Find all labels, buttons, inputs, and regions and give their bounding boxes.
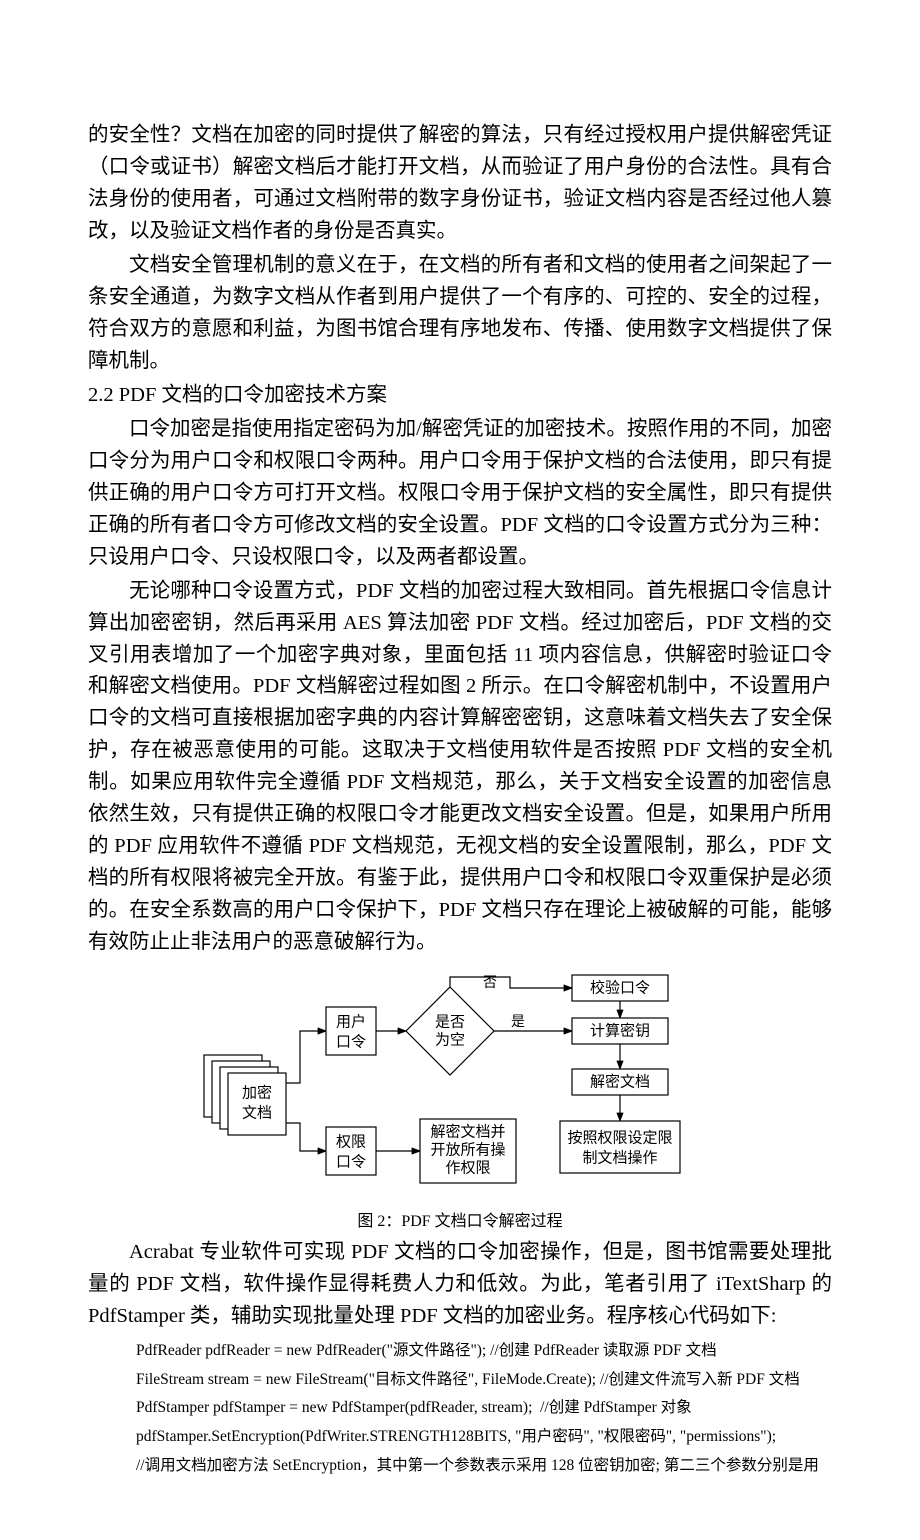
body-paragraph: 的安全性？文档在加密的同时提供了解密的算法，只有经过授权用户提供解密凭证（口令或… <box>88 120 832 248</box>
paragraph-text: 无论哪种口令设置方式，PDF 文档的加密过程大致相同。首先根据口令信息计算出加密… <box>88 580 832 954</box>
paragraph-text: Acrabat 专业软件可实现 PDF 文档的口令加密操作，但是，图书馆需要处理… <box>88 1241 832 1327</box>
body-paragraph: Acrabat 专业软件可实现 PDF 文档的口令加密操作，但是，图书馆需要处理… <box>88 1237 832 1333</box>
node-label: 作权限 <box>445 1160 490 1177</box>
node-decrypt-doc: 解密文档 <box>572 1069 668 1095</box>
code-line: PdfReader pdfReader = new PdfReader("源文件… <box>136 1337 832 1366</box>
node-label: 解密文档 <box>590 1074 650 1091</box>
code-line: FileStream stream = new FileStream("目标文件… <box>136 1366 832 1395</box>
caption-text: 图 2：PDF 文档口令解密过程 <box>357 1213 562 1230</box>
node-label: 校验口令 <box>590 980 650 997</box>
node-label: 口令 <box>336 1154 366 1171</box>
edge-label-no: 否 <box>483 976 497 991</box>
paragraph-text: 的安全性？文档在加密的同时提供了解密的算法，只有经过授权用户提供解密凭证（口令或… <box>88 124 832 242</box>
code-line: PdfStamper pdfStamper = new PdfStamper(p… <box>136 1394 832 1423</box>
node-label: 开放所有操 <box>430 1142 505 1159</box>
body-paragraph: 文档安全管理机制的意义在于，在文档的所有者和文档的使用者之间架起了一条安全通道，… <box>88 250 832 378</box>
code-line: //调用文档加密方法 SetEncryption，其中第一个参数表示采用 128… <box>136 1452 832 1481</box>
edge-label-yes: 是 <box>511 1015 525 1030</box>
node-label: 权限 <box>336 1134 366 1151</box>
node-user-password: 用户 口令 <box>326 1007 376 1055</box>
node-restrict-operations: 按照权限设定限 制文档操作 <box>560 1121 680 1173</box>
code-block: PdfReader pdfReader = new PdfReader("源文件… <box>136 1337 832 1480</box>
section-heading: 2.2 PDF 文档的口令加密技术方案 <box>88 380 832 412</box>
node-label: 解密文档并 <box>430 1124 505 1141</box>
flowchart-diagram: 加密 文档 用户 口令 权限 口令 是否 为空 否 是 校验口令 计算密钥 <box>200 973 720 1201</box>
node-label: 为空 <box>435 1032 465 1049</box>
node-label: 加密 <box>242 1085 272 1102</box>
node-label: 按照权限设定限 <box>567 1130 672 1147</box>
node-verify-password: 校验口令 <box>572 975 668 1001</box>
node-open-all: 解密文档并 开放所有操 作权限 <box>420 1119 516 1183</box>
code-line: pdfStamper.SetEncryption(PdfWriter.STREN… <box>136 1423 832 1452</box>
node-label: 文档 <box>242 1105 272 1122</box>
node-label: 是否 <box>435 1015 465 1031</box>
node-is-empty-decision: 是否 为空 <box>406 987 494 1075</box>
body-paragraph: 无论哪种口令设置方式，PDF 文档的加密过程大致相同。首先根据口令信息计算出加密… <box>88 576 832 960</box>
node-permission-password: 权限 口令 <box>326 1127 376 1175</box>
node-label: 口令 <box>336 1034 366 1051</box>
paragraph-text: 口令加密是指使用指定密码为加/解密凭证的加密技术。按照作用的不同，加密口令分为用… <box>88 418 832 568</box>
node-label: 用户 <box>336 1014 366 1031</box>
heading-text: 2.2 PDF 文档的口令加密技术方案 <box>88 384 387 406</box>
node-calc-key: 计算密钥 <box>572 1018 668 1044</box>
node-encrypted-doc: 加密 文档 <box>204 1055 286 1135</box>
figure-caption: 图 2：PDF 文档口令解密过程 <box>88 1207 832 1231</box>
paragraph-text: 文档安全管理机制的意义在于，在文档的所有者和文档的使用者之间架起了一条安全通道，… <box>88 254 832 372</box>
node-label: 计算密钥 <box>590 1022 650 1040</box>
node-label: 制文档操作 <box>582 1150 657 1167</box>
body-paragraph: 口令加密是指使用指定密码为加/解密凭证的加密技术。按照作用的不同，加密口令分为用… <box>88 414 832 574</box>
